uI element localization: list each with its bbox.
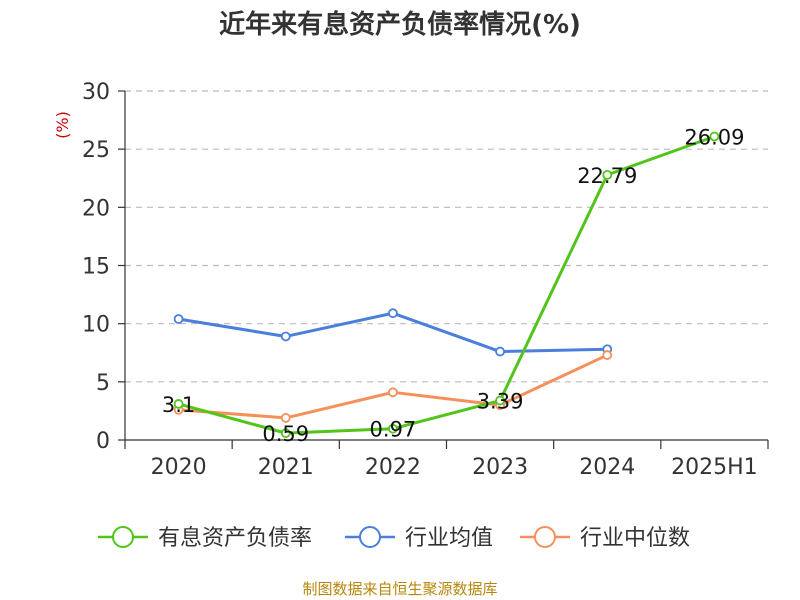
- y-axis-unit-label: (%): [53, 111, 72, 139]
- data-point: [280, 331, 291, 342]
- y-tick-label: 0: [96, 429, 110, 454]
- series-line-0: [178, 135, 715, 435]
- x-tick-label: 2020: [151, 455, 207, 480]
- legend-label: 行业均值: [405, 526, 493, 551]
- data-point: [388, 387, 398, 398]
- data-label: 22.79: [577, 164, 637, 188]
- data-label: 0.59: [262, 422, 309, 446]
- data-label: 26.09: [684, 125, 744, 149]
- y-tick-label: 20: [82, 196, 110, 221]
- data-point: [280, 428, 291, 439]
- chart-title: 近年来有息资产负债率情况(%): [219, 10, 581, 40]
- data-label: 3.39: [477, 390, 524, 414]
- x-tick-label: 2025H1: [671, 455, 758, 480]
- data-point: [602, 350, 613, 360]
- data-point: [495, 395, 505, 406]
- y-tick-label: 30: [82, 80, 110, 105]
- data-point: [495, 346, 505, 357]
- series-line-2: [178, 353, 608, 420]
- data-point: [388, 308, 398, 319]
- data-point: [602, 169, 613, 180]
- data-point: [388, 423, 398, 434]
- y-tick-label: 10: [82, 313, 110, 338]
- data-label: 0.97: [370, 418, 417, 442]
- data-point: [709, 131, 720, 142]
- x-tick-label: 2023: [472, 455, 528, 480]
- data-point: [173, 399, 184, 409]
- x-tick-label: 2022: [365, 455, 421, 480]
- legend-marker: [112, 526, 134, 548]
- legend-marker: [534, 526, 556, 548]
- y-tick-label: 25: [82, 138, 110, 163]
- x-tick-label: 2024: [579, 455, 635, 480]
- y-tick-label: 15: [82, 255, 110, 280]
- legend-marker: [359, 526, 381, 548]
- legend-label: 有息资产负债率: [158, 526, 312, 551]
- x-tick-label: 2021: [258, 455, 314, 480]
- data-point: [280, 412, 291, 423]
- legend-label: 行业中位数: [580, 526, 690, 551]
- data-label: 3.1: [162, 393, 195, 417]
- y-tick-label: 5: [96, 371, 110, 396]
- data-point: [173, 314, 184, 324]
- series-line-1: [178, 311, 608, 354]
- source-note: 制图数据来自恒生聚源数据库: [302, 580, 498, 598]
